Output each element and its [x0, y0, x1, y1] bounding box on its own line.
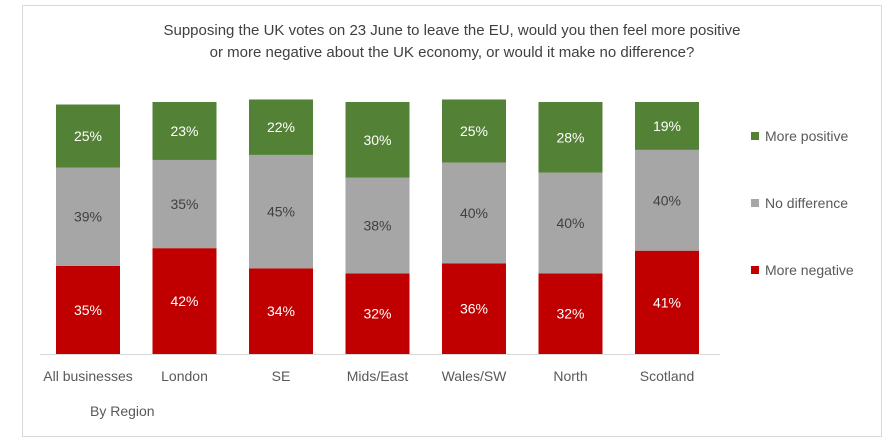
- data-label: 32%: [363, 306, 391, 322]
- x-axis-group-label: By Region: [90, 403, 155, 419]
- bar-no-difference-6: [635, 149, 699, 251]
- data-label: 19%: [653, 118, 681, 134]
- bar-more-negative-4: [442, 263, 506, 354]
- chart-title-line-1: Supposing the UK votes on 23 June to lea…: [163, 22, 741, 39]
- bar-no-difference-2: [249, 154, 313, 269]
- bar-no-difference-4: [442, 162, 506, 264]
- legend-swatch: [751, 199, 759, 207]
- bar-no-difference-0: [56, 167, 120, 266]
- bar-more-negative-5: [538, 273, 603, 354]
- data-label: 40%: [653, 192, 681, 208]
- bar-more-negative-1: [152, 248, 217, 354]
- data-label: 32%: [556, 306, 584, 322]
- data-label: 28%: [556, 129, 584, 145]
- data-label: 25%: [460, 123, 488, 139]
- bar-more-positive-0: [56, 104, 120, 168]
- bar-more-positive-3: [345, 102, 410, 178]
- bar-more-positive-2: [249, 99, 313, 155]
- data-label: 41%: [653, 294, 681, 310]
- data-label: 42%: [170, 293, 198, 309]
- data-label: 35%: [74, 302, 102, 318]
- bar-more-positive-6: [635, 102, 699, 150]
- chart-frame: [22, 5, 882, 437]
- bar-no-difference-1: [152, 159, 217, 249]
- bar-more-negative-3: [345, 273, 410, 354]
- bar-more-negative-6: [635, 250, 699, 354]
- data-label: 25%: [74, 128, 102, 144]
- data-label: 40%: [460, 205, 488, 221]
- legend-swatch: [751, 266, 759, 274]
- x-tick-label: London: [161, 368, 208, 384]
- bar-more-positive-4: [442, 99, 506, 163]
- legend-swatch: [751, 132, 759, 140]
- bar-more-positive-5: [538, 102, 603, 173]
- data-label: 23%: [170, 123, 198, 139]
- legend-item: No difference: [765, 195, 848, 211]
- chart-title-line-2: or more negative about the UK economy, o…: [209, 44, 695, 61]
- legend-item: More negative: [765, 262, 854, 278]
- legend-item: More positive: [765, 128, 848, 144]
- x-tick-label: North: [553, 368, 587, 384]
- bar-no-difference-5: [538, 172, 603, 274]
- x-tick-label: SE: [272, 368, 291, 384]
- data-label: 35%: [170, 196, 198, 212]
- x-tick-label: Wales/SW: [442, 368, 508, 384]
- data-label: 36%: [460, 301, 488, 317]
- bar-more-negative-0: [56, 265, 120, 354]
- bar-more-positive-1: [152, 102, 217, 160]
- data-label: 40%: [556, 215, 584, 231]
- data-label: 38%: [363, 217, 391, 233]
- data-label: 45%: [267, 204, 295, 220]
- x-tick-label: Scotland: [640, 368, 694, 384]
- bar-more-negative-2: [249, 268, 313, 354]
- data-label: 30%: [363, 132, 391, 148]
- data-label: 22%: [267, 119, 295, 135]
- x-tick-label: Mids/East: [347, 368, 409, 384]
- data-label: 39%: [74, 209, 102, 225]
- bar-no-difference-3: [345, 177, 410, 274]
- x-tick-label: All businesses: [43, 368, 133, 384]
- data-label: 34%: [267, 303, 295, 319]
